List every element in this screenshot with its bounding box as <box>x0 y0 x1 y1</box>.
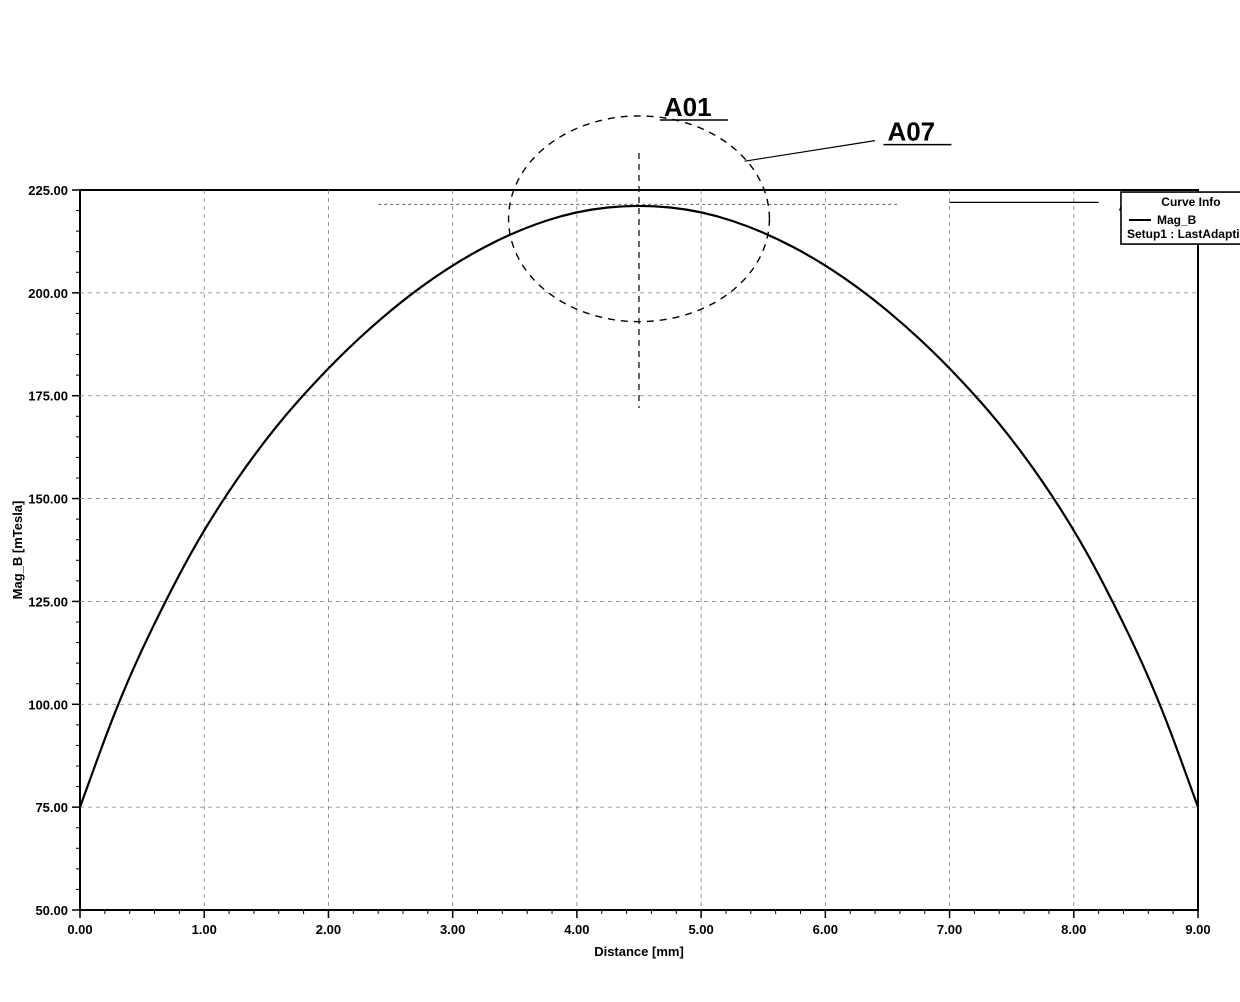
ytick-label: 50.00 <box>35 903 68 918</box>
xtick-label: 5.00 <box>688 922 713 937</box>
xtick-label: 7.00 <box>937 922 962 937</box>
x-axis-label: Distance [mm] <box>594 944 684 959</box>
xtick-label: 1.00 <box>192 922 217 937</box>
xtick-label: 6.00 <box>813 922 838 937</box>
xtick-label: 4.00 <box>564 922 589 937</box>
xtick-label: 8.00 <box>1061 922 1086 937</box>
legend-title: Curve Info <box>1161 195 1220 209</box>
ytick-label: 100.00 <box>28 697 68 712</box>
chart-background <box>0 0 1240 1002</box>
y-axis-label: Mag_B [mTesla] <box>10 501 25 600</box>
xtick-label: 0.00 <box>67 922 92 937</box>
ytick-label: 75.00 <box>35 800 68 815</box>
ytick-label: 200.00 <box>28 286 68 301</box>
legend-item-2: Setup1 : LastAdaptive <box>1127 227 1240 241</box>
ytick-label: 150.00 <box>28 492 68 507</box>
a07-label: A07 <box>887 117 935 147</box>
ytick-label: 225.00 <box>28 183 68 198</box>
a01-label: A01 <box>664 92 712 122</box>
xtick-label: 2.00 <box>316 922 341 937</box>
xtick-label: 3.00 <box>440 922 465 937</box>
ytick-label: 125.00 <box>28 594 68 609</box>
chart-container: 0.00 1.00 2.00 3.00 4.00 5.00 6.00 7.00 8.00 9.00… <box>0 0 1240 1002</box>
ytick-label: 175.00 <box>28 389 68 404</box>
legend-item-1: Mag_B <box>1157 213 1197 227</box>
chart-svg: 0.00 1.00 2.00 3.00 4.00 5.00 6.00 7.00 8.00 9.00… <box>0 0 1240 1002</box>
xtick-label: 9.00 <box>1185 922 1210 937</box>
